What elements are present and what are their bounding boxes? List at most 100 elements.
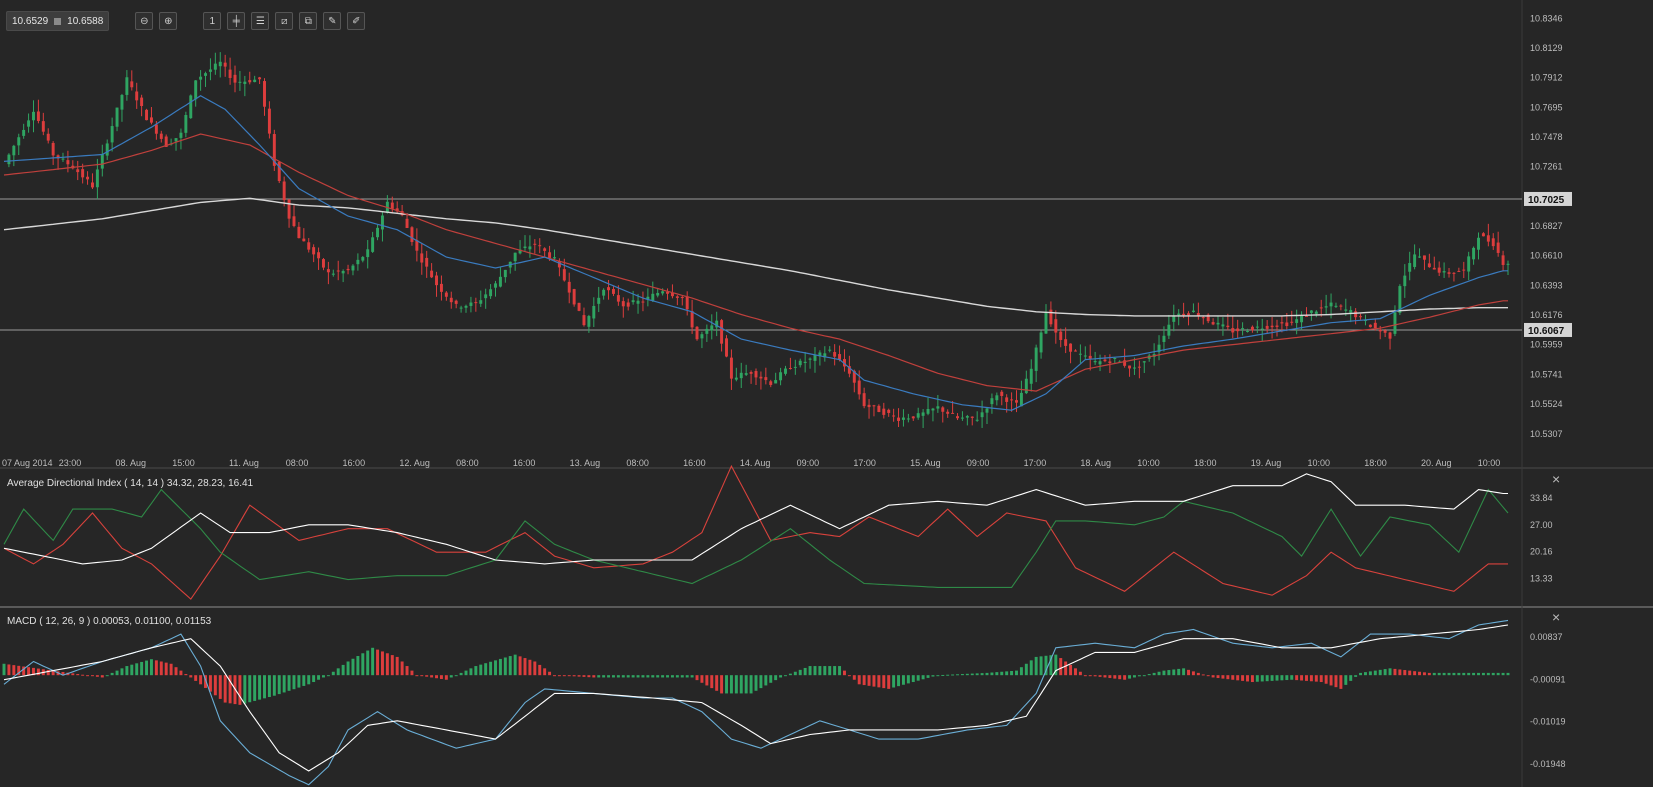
x-tick-label: 18. Aug	[1080, 458, 1111, 468]
candle-body	[1054, 319, 1058, 333]
candle-body	[464, 305, 468, 308]
candle-body	[911, 416, 915, 419]
candle-body	[1250, 326, 1254, 331]
candle-body	[1501, 255, 1505, 265]
macd-histogram-bar	[813, 666, 817, 676]
x-tick-label: 08:00	[286, 458, 309, 468]
candle-body	[1093, 361, 1097, 363]
candle-body	[990, 398, 994, 405]
macd-histogram-bar	[739, 675, 743, 694]
macd-histogram-bar	[1295, 675, 1299, 681]
edit-button[interactable]: ✎	[323, 12, 342, 30]
draw-line-button[interactable]: ⧄	[275, 12, 294, 30]
candle-body	[1472, 247, 1476, 260]
macd-histogram-bar	[1152, 672, 1156, 676]
macd-histogram-bar	[833, 666, 837, 676]
candle-body	[803, 361, 807, 364]
macd-histogram-bar	[700, 675, 704, 683]
macd-histogram-bar	[965, 673, 969, 676]
candle-body	[980, 412, 984, 418]
candle-body	[420, 253, 424, 263]
macd-histogram-bar	[1467, 672, 1471, 676]
macd-histogram-bar	[759, 675, 763, 689]
candle-body	[435, 275, 438, 286]
macd-histogram-bar	[494, 660, 497, 676]
candle-body	[1221, 324, 1225, 327]
macd-histogram-bar	[1137, 675, 1141, 677]
candle-body	[847, 366, 851, 374]
candle-body	[1255, 326, 1259, 328]
macd-histogram-bar	[371, 647, 375, 676]
candle-body	[602, 289, 606, 296]
indicators-button[interactable]: ☰	[251, 12, 270, 30]
candle-body	[100, 153, 104, 169]
pencil-button[interactable]: ✐	[347, 12, 366, 30]
macd-histogram-bar	[911, 675, 915, 683]
macd-histogram-bar	[282, 675, 286, 693]
candle-body	[661, 291, 665, 294]
macd-histogram-bar	[995, 672, 999, 676]
candle-body	[1422, 255, 1426, 260]
objects-button[interactable]: ⧉	[299, 12, 318, 30]
macd-histogram-bar	[548, 671, 552, 676]
macd-histogram-bar	[199, 675, 203, 685]
y-tick-label: 10.5741	[1530, 370, 1563, 380]
x-tick-label: 15:00	[172, 458, 195, 468]
macd-histogram-bar	[951, 674, 955, 676]
macd-histogram-bar	[302, 675, 306, 686]
macd-line	[3, 619, 1509, 786]
candle-body	[253, 79, 257, 83]
macd-close-icon[interactable]: ×	[1552, 609, 1561, 625]
macd-histogram-bar	[636, 675, 640, 678]
zoom-out-button[interactable]: ⊖	[135, 12, 154, 30]
adx-close-icon[interactable]: ×	[1552, 471, 1561, 487]
macd-histogram-bar	[2, 663, 6, 676]
sma-fast-line	[3, 94, 1508, 411]
bid-ask-box: 10.6529 10.6588	[6, 11, 110, 31]
zoom-in-button[interactable]: ⊕	[159, 12, 178, 30]
indicators-icon: ☰	[255, 15, 265, 27]
y-tick-label: 10.6827	[1530, 221, 1563, 231]
macd-histogram-bar	[223, 675, 227, 703]
candle-body	[1216, 322, 1220, 325]
candle-body	[199, 76, 203, 80]
candle-body	[415, 240, 419, 251]
candle-body	[81, 169, 85, 178]
macd-histogram-bar	[322, 675, 325, 678]
candle-body	[897, 417, 901, 421]
candle-body	[533, 243, 537, 245]
macd-histogram-bar	[159, 661, 163, 676]
y-tick-label: 13.33	[1530, 573, 1553, 583]
x-tick-label: 10:00	[1307, 458, 1330, 468]
candle-body	[1196, 313, 1200, 317]
candle-body	[1103, 359, 1107, 362]
candle-body	[1044, 312, 1048, 334]
macd-histogram-bar	[1496, 672, 1500, 676]
macd-histogram-bar	[1216, 675, 1220, 679]
candle-body	[1005, 397, 1009, 402]
candle-body	[56, 155, 60, 159]
macd-histogram-bar	[877, 675, 881, 688]
macd-histogram-bar	[1393, 668, 1397, 676]
candle-body	[754, 371, 758, 378]
macd-histogram-bar	[901, 675, 905, 685]
y-tick-label: 20.16	[1530, 547, 1553, 557]
candle-body	[823, 353, 827, 358]
macd-histogram-bar	[793, 671, 797, 676]
macd-histogram-bar	[651, 675, 655, 678]
candle-body	[1201, 317, 1205, 319]
macd-histogram-bar	[194, 675, 198, 681]
macd-histogram-bar	[346, 661, 350, 676]
candle-body	[582, 315, 586, 326]
macd-histogram-bar	[842, 670, 846, 676]
candle-body	[469, 302, 473, 306]
candles-button[interactable]: ╪	[227, 12, 246, 30]
macd-histogram-bar	[1442, 672, 1446, 676]
candle-body	[1452, 272, 1456, 274]
zoom-in-icon: ⊕	[164, 15, 173, 27]
macd-histogram-bar	[400, 661, 404, 676]
interval-button[interactable]: 1	[203, 12, 222, 30]
candle-body	[779, 372, 783, 381]
macd-histogram-bar	[1422, 672, 1426, 676]
